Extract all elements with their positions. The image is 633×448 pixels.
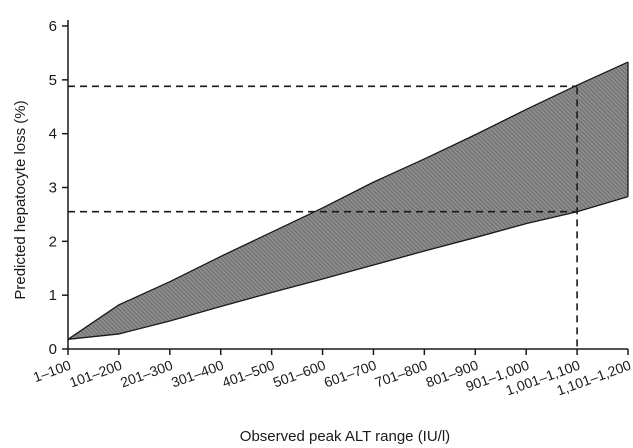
x-tick-label: 701–800	[373, 357, 430, 391]
upper-bound-line	[67, 61, 629, 340]
y-tick-label: 0	[49, 341, 57, 358]
y-axis-title: Predicted hepatocyte loss (%)	[12, 100, 29, 299]
x-tick-label: 101–200	[67, 357, 124, 391]
x-tick-label: 201–300	[118, 357, 175, 391]
y-tick-label: 5	[49, 72, 57, 89]
y-tick-label: 2	[49, 233, 57, 250]
x-tick-label: 1–100	[31, 357, 73, 385]
y-tick-label: 1	[49, 287, 57, 304]
y-tick-label: 6	[49, 18, 57, 35]
x-axis-title: Observed peak ALT range (IU/l)	[240, 428, 450, 445]
x-tick-label: 401–500	[220, 357, 277, 391]
plot-area	[67, 61, 629, 349]
y-tick-label: 4	[49, 126, 57, 143]
prediction-band	[68, 62, 628, 340]
lower-bound-line	[67, 196, 629, 340]
x-tick-label: 601–700	[322, 357, 379, 391]
x-tick-label: 301–400	[169, 357, 226, 391]
y-tick-label: 3	[49, 180, 57, 197]
x-tick-label: 501–600	[271, 357, 328, 391]
